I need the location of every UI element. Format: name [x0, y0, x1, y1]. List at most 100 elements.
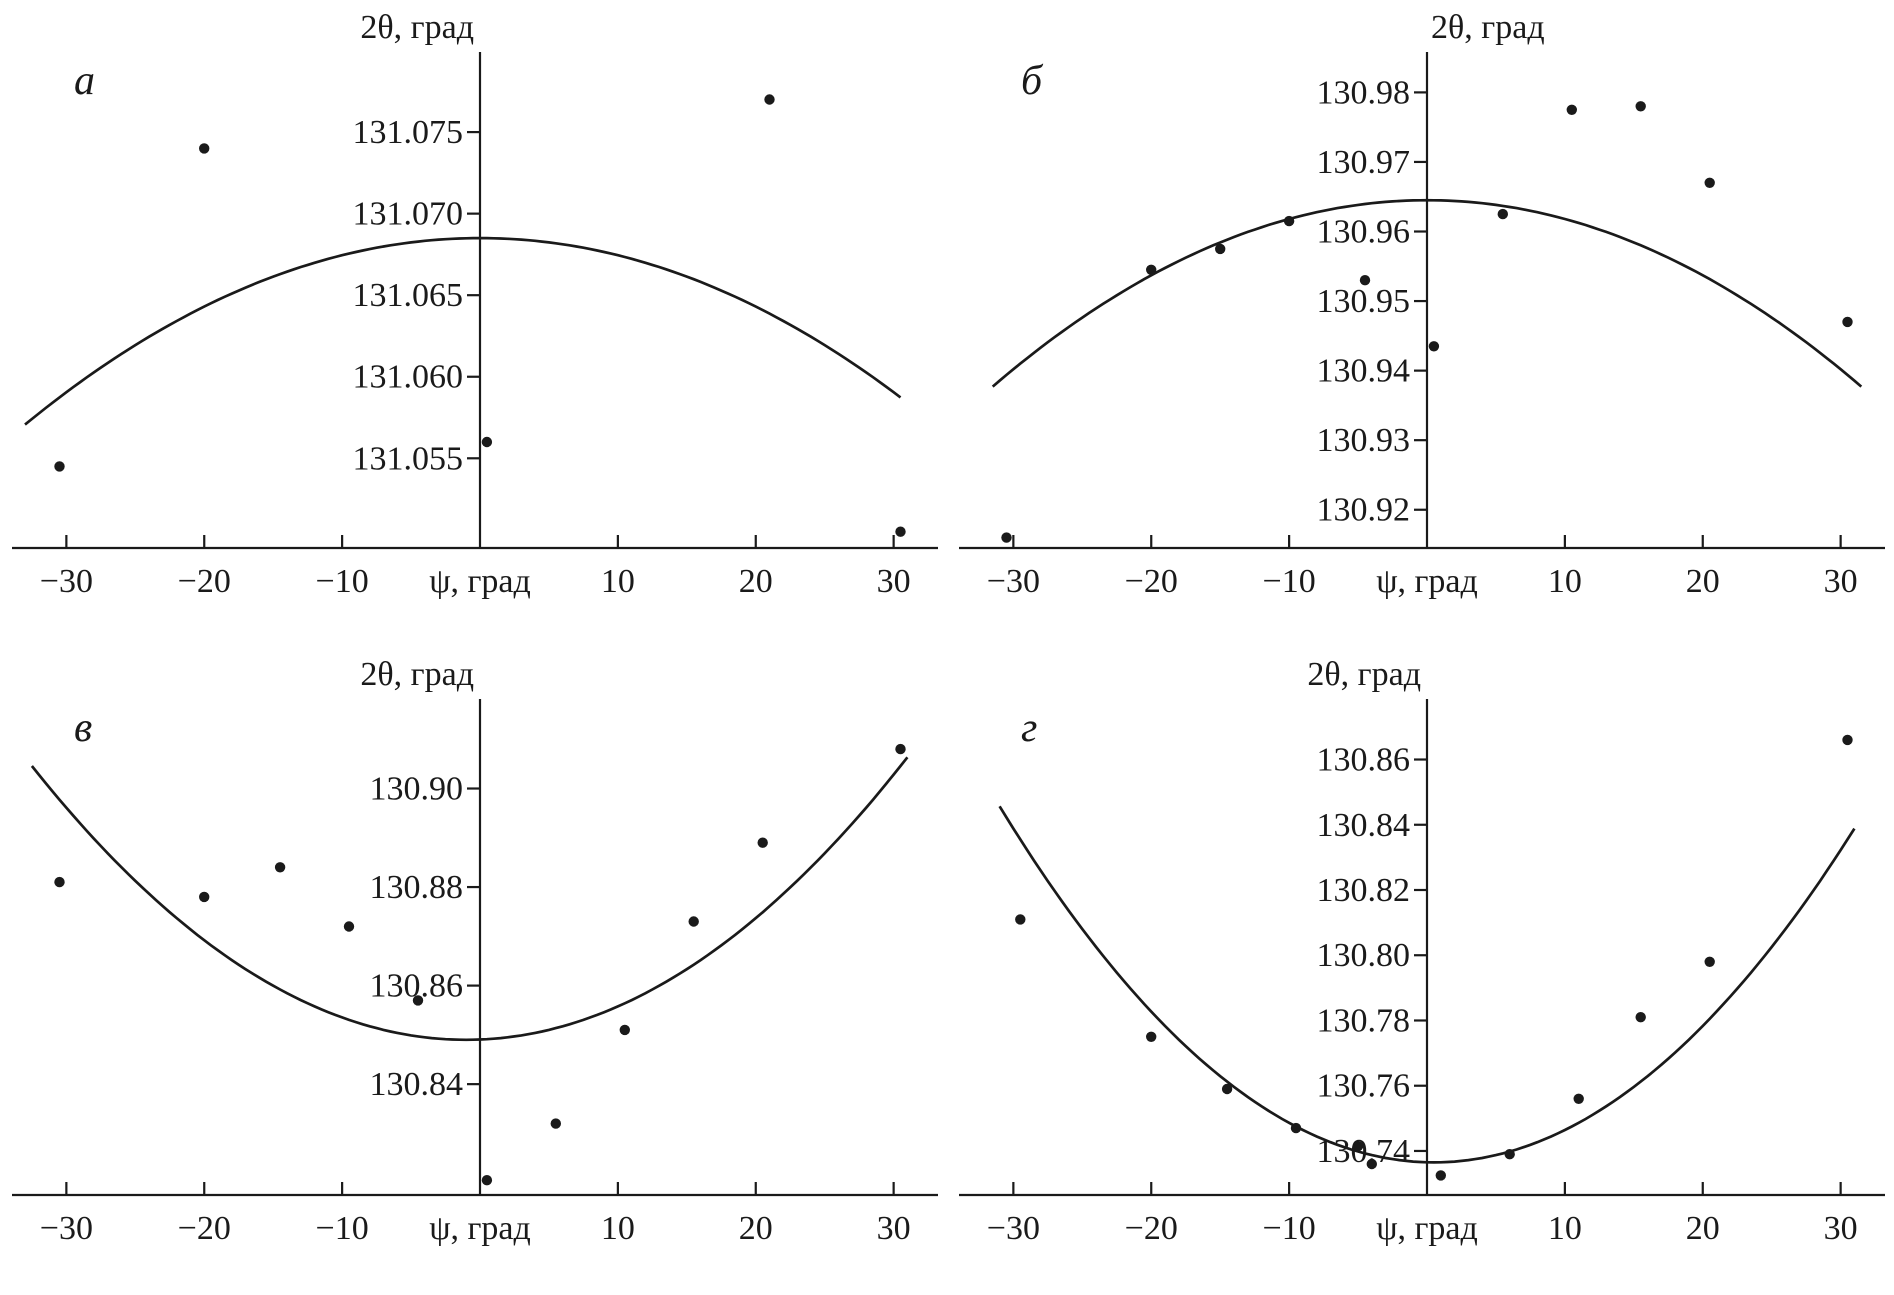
data-point [1704, 956, 1715, 967]
x-tick-label: 20 [739, 1210, 773, 1247]
x-tick-label: 10 [601, 1210, 635, 1247]
y-tick-label: 130.93 [1317, 422, 1411, 459]
x-tick-label: −30 [40, 1210, 93, 1247]
y-tick-label: 130.74 [1317, 1133, 1411, 1170]
x-axis-title: ψ, град [429, 563, 531, 600]
panel-v-plot: −30 −20 −10 10 20 30ψ, град130.84130.86130.88… [12, 656, 938, 1247]
fit-curve [991, 198, 1863, 388]
x-tick-label: 20 [739, 563, 773, 600]
data-point [1635, 1012, 1646, 1023]
data-point [1146, 1031, 1157, 1042]
data-point [481, 436, 493, 448]
y-tick-label: 131.065 [353, 277, 464, 314]
data-point [895, 743, 906, 755]
x-tick-label: −30 [40, 563, 93, 600]
data-point [1504, 1149, 1515, 1160]
data-point [199, 891, 210, 903]
data-point [412, 995, 424, 1006]
y-axis-title: 2θ, град [360, 9, 474, 46]
panel-b: б −30 −20 −10 10 20 30 ψ, град 130.92 130.93 130.… [947, 0, 1894, 647]
data-point [1842, 734, 1853, 746]
data-point [481, 1175, 493, 1186]
x-tick-label: 10 [1548, 563, 1582, 600]
data-point [688, 916, 699, 927]
panel-v-label: в [74, 705, 93, 751]
y-tick-label: 130.98 [1317, 74, 1411, 111]
data-point [1428, 341, 1440, 352]
data-point [1704, 177, 1715, 188]
x-tick-label: −30 [987, 563, 1040, 600]
x-tick-label: −20 [1125, 563, 1178, 600]
y-tick-label: 130.84 [1317, 807, 1411, 844]
data-point [1215, 243, 1226, 255]
data-point [1001, 532, 1012, 543]
data-point [54, 876, 65, 888]
x-tick-label: 20 [1686, 1210, 1720, 1247]
data-point [1221, 1083, 1233, 1095]
y-tick-label: 131.075 [353, 114, 464, 151]
x-tick-label: −20 [178, 1210, 231, 1247]
x-tick-label: −20 [178, 563, 231, 600]
y-tick-label: 130.80 [1317, 937, 1411, 974]
fit-curve [30, 756, 909, 1042]
y-tick-label: 130.97 [1317, 144, 1411, 181]
data-point [54, 461, 65, 472]
fit-curve [24, 236, 902, 426]
x-axis-title: ψ, град [1376, 1210, 1478, 1247]
x-tick-label: −10 [1263, 1210, 1316, 1247]
data-point [199, 143, 210, 154]
y-tick-label: 130.86 [1317, 742, 1411, 779]
x-tick-label: 30 [1824, 1210, 1858, 1247]
data-point [1435, 1170, 1446, 1181]
panel-a-label: а [74, 58, 95, 104]
data-point [1015, 914, 1026, 925]
y-tick-label: 130.78 [1317, 1002, 1411, 1039]
x-tick-label: 20 [1686, 563, 1720, 600]
y-tick-label: 130.95 [1317, 283, 1411, 320]
data-point [895, 526, 906, 537]
y-tick-label: 130.88 [370, 869, 464, 906]
data-point [274, 862, 286, 873]
x-tick-label: 30 [877, 563, 911, 600]
y-tick-label: 130.92 [1317, 492, 1411, 529]
panel-g-plot: −30 −20 −10 10 20 30 ψ, град 130.74 130.76 130.78… [959, 656, 1885, 1247]
y-tick-label: 131.070 [353, 196, 464, 233]
y-tick-label: 130.90 [370, 771, 464, 808]
y-tick-label: 130.96 [1317, 214, 1411, 251]
panel-a: а −30 −20 −10 10 20 30 ψ, град 131.055 131.060 13… [0, 0, 947, 647]
panel-g-label: г [1021, 705, 1038, 751]
panel-v: в −30 −20 −10 10 20 30 ψ, град 130.84 130.86 130.… [0, 647, 947, 1294]
x-axis-title: ψ, град [429, 1210, 531, 1247]
x-tick-label: 30 [877, 1210, 911, 1247]
x-tick-label: 10 [1548, 1210, 1582, 1247]
panel-a-plot: −30 −20 −10 10 20 30 ψ, град 131.055 131.060 131.… [12, 9, 938, 600]
x-tick-label: 10 [601, 563, 635, 600]
x-tick-label: −10 [316, 1210, 369, 1247]
y-tick-label: 130.84 [370, 1066, 464, 1103]
data-point [1635, 101, 1646, 112]
y-axis-title: 2θ, град [1307, 656, 1421, 693]
x-tick-label: −10 [316, 563, 369, 600]
x-tick-label: −10 [1263, 563, 1316, 600]
data-point [550, 1118, 561, 1129]
x-tick-label: 30 [1824, 563, 1858, 600]
data-point [1566, 104, 1577, 116]
y-tick-label: 130.82 [1317, 872, 1411, 909]
data-point [343, 921, 355, 932]
data-point [1842, 316, 1853, 328]
y-axis-title: 2θ, град [1431, 9, 1545, 46]
fit-curve [998, 805, 1856, 1164]
data-point [1290, 1122, 1302, 1134]
y-tick-label: 131.060 [353, 359, 464, 396]
y-tick-label: 130.94 [1317, 353, 1411, 390]
y-axis-title: 2θ, град [360, 656, 474, 693]
data-point [1573, 1093, 1584, 1104]
x-tick-label: −20 [1125, 1210, 1178, 1247]
data-point [1146, 264, 1157, 275]
data-point [1497, 208, 1508, 220]
y-tick-label: 130.76 [1317, 1068, 1411, 1105]
data-point [764, 94, 775, 105]
panel-b-plot: −30 −20 −10 10 20 30 ψ, град 130.92 130.93 130.94… [959, 9, 1885, 600]
panel-g: г −30 −20 −10 10 20 30 ψ, град 130.74 130.76 130.… [947, 647, 1894, 1294]
